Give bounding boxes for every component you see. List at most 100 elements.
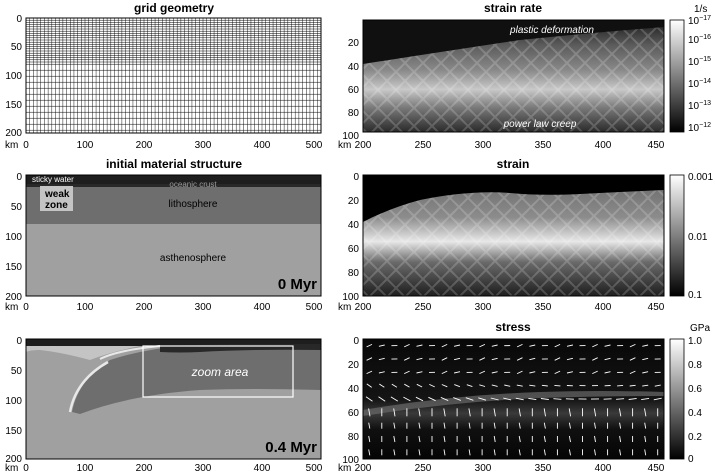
stress-bar xyxy=(629,357,636,361)
strain-rate-x-ticks: km 200 250 300 350 400 450 xyxy=(338,140,665,151)
strain-rate-colorbar-unit: 1/s xyxy=(694,4,707,15)
evolved-x-tick: 100 xyxy=(77,463,94,473)
stress-bar xyxy=(366,383,372,388)
stress-bar xyxy=(493,449,496,456)
stress-y-tick: 60 xyxy=(348,408,360,419)
grid-x-tick: 200 xyxy=(136,140,153,151)
stress-bar xyxy=(368,449,371,456)
stress-bar xyxy=(418,422,421,429)
initial-x-tick: 200 xyxy=(136,302,153,313)
evolved-unit-label: km xyxy=(5,463,18,473)
stress-frame xyxy=(362,338,665,460)
stress-bar xyxy=(516,370,523,375)
strain-rate-x-tick: 250 xyxy=(415,140,432,151)
stress-bar xyxy=(642,384,649,387)
stress-y-tick: 40 xyxy=(348,384,360,395)
initial-structure-panel: initial material structure sticky water … xyxy=(5,157,323,313)
strain-rate-y-tick: 40 xyxy=(348,62,360,73)
stress-x-tick: 300 xyxy=(475,463,492,473)
stress-bar xyxy=(642,371,649,374)
stress-bar xyxy=(493,422,496,429)
stress-bar xyxy=(443,422,446,429)
grid-x-tick: 100 xyxy=(77,140,94,151)
subducting-slab xyxy=(72,344,321,414)
stress-bar xyxy=(616,398,625,400)
stress-bar xyxy=(418,408,421,417)
grid-mesh xyxy=(26,18,321,133)
grid-x-tick: 300 xyxy=(195,140,212,151)
stress-bar xyxy=(393,408,396,417)
stress-bar xyxy=(454,371,461,374)
stress-bar xyxy=(468,422,471,429)
stress-bar xyxy=(543,435,546,443)
lithosphere-region xyxy=(26,184,321,224)
evolved-structure-frame xyxy=(25,338,322,460)
colorbar-tick: 1.0 xyxy=(688,336,702,347)
colorbar-tick: 0.8 xyxy=(688,360,702,371)
plastic-deformation-label: plastic deformation xyxy=(509,25,594,36)
strain-frame xyxy=(362,174,665,297)
stress-bar xyxy=(629,370,636,375)
stress-orientation-bars xyxy=(365,343,662,456)
stress-bar xyxy=(441,384,448,388)
stress-bar xyxy=(440,396,449,402)
stress-bar xyxy=(566,357,574,361)
evolved-x-tick: 400 xyxy=(254,463,271,473)
stress-colorbar-ramp xyxy=(669,338,685,460)
stress-bar xyxy=(404,357,410,361)
colorbar-tick: 10−17 xyxy=(688,15,711,27)
stress-bar xyxy=(594,422,596,429)
stress-bar xyxy=(465,397,474,401)
stress-bar xyxy=(428,396,436,402)
stress-bar xyxy=(468,435,471,443)
evolved-x-tick: 200 xyxy=(136,463,153,473)
stress-bar xyxy=(365,396,373,402)
strain-y-tick: 100 xyxy=(342,292,359,303)
asthenosphere-label: asthenosphere xyxy=(160,253,227,264)
strain-y-tick: 20 xyxy=(348,196,360,207)
stress-bar xyxy=(403,396,411,402)
stress-bar xyxy=(568,408,572,417)
stress-bar xyxy=(543,422,546,429)
stress-bar xyxy=(368,422,371,429)
initial-structure-title: initial material structure xyxy=(106,157,242,171)
stress-bar xyxy=(644,435,647,443)
stress-bar xyxy=(568,422,571,429)
stress-bar xyxy=(441,343,448,348)
stress-bar xyxy=(554,384,561,387)
stress-bar xyxy=(604,344,611,347)
stress-bar xyxy=(491,344,498,347)
stress-bar xyxy=(393,449,396,456)
stress-bar xyxy=(453,357,461,361)
stress-bar xyxy=(592,343,598,348)
stress-bar xyxy=(516,343,523,348)
stress-bar xyxy=(441,357,448,361)
time-label-evolved: 0.4 Myr xyxy=(265,439,317,456)
weak-zone-label-line2: zone xyxy=(45,200,68,211)
oceanic-crust-label: oceanic crust xyxy=(169,180,217,189)
stress-bar xyxy=(479,370,486,375)
stress-bar xyxy=(454,384,461,388)
stress-x-tick: 400 xyxy=(595,463,612,473)
strain-rate-unit-label: km xyxy=(338,140,351,151)
lithosphere-label: lithosphere xyxy=(169,199,218,210)
stress-bar xyxy=(416,357,423,361)
stress-bar xyxy=(554,357,561,361)
grid-x-ticks: km 0 100 200 300 400 500 xyxy=(5,140,323,151)
strain-rate-y-tick: 20 xyxy=(348,38,360,49)
grid-x-tick: 400 xyxy=(254,140,271,151)
stress-colorbar-unit: GPa xyxy=(690,323,710,334)
colorbar-tick: 0.4 xyxy=(688,408,702,419)
stress-bar xyxy=(540,398,549,400)
grid-y-tick: 50 xyxy=(11,42,23,53)
overriding-plate-margin xyxy=(26,346,140,360)
stress-bar xyxy=(366,370,373,375)
strain-x-tick: 400 xyxy=(595,302,612,313)
strain-rate-x-tick: 350 xyxy=(535,140,552,151)
strain-rate-y-tick: 100 xyxy=(342,131,359,142)
stress-bar xyxy=(378,396,386,402)
strain-rate-frame xyxy=(362,19,665,133)
evolved-y-ticks: 0 50 100 150 200 xyxy=(5,336,22,465)
stress-bar xyxy=(566,371,573,374)
stress-bar xyxy=(379,383,385,388)
